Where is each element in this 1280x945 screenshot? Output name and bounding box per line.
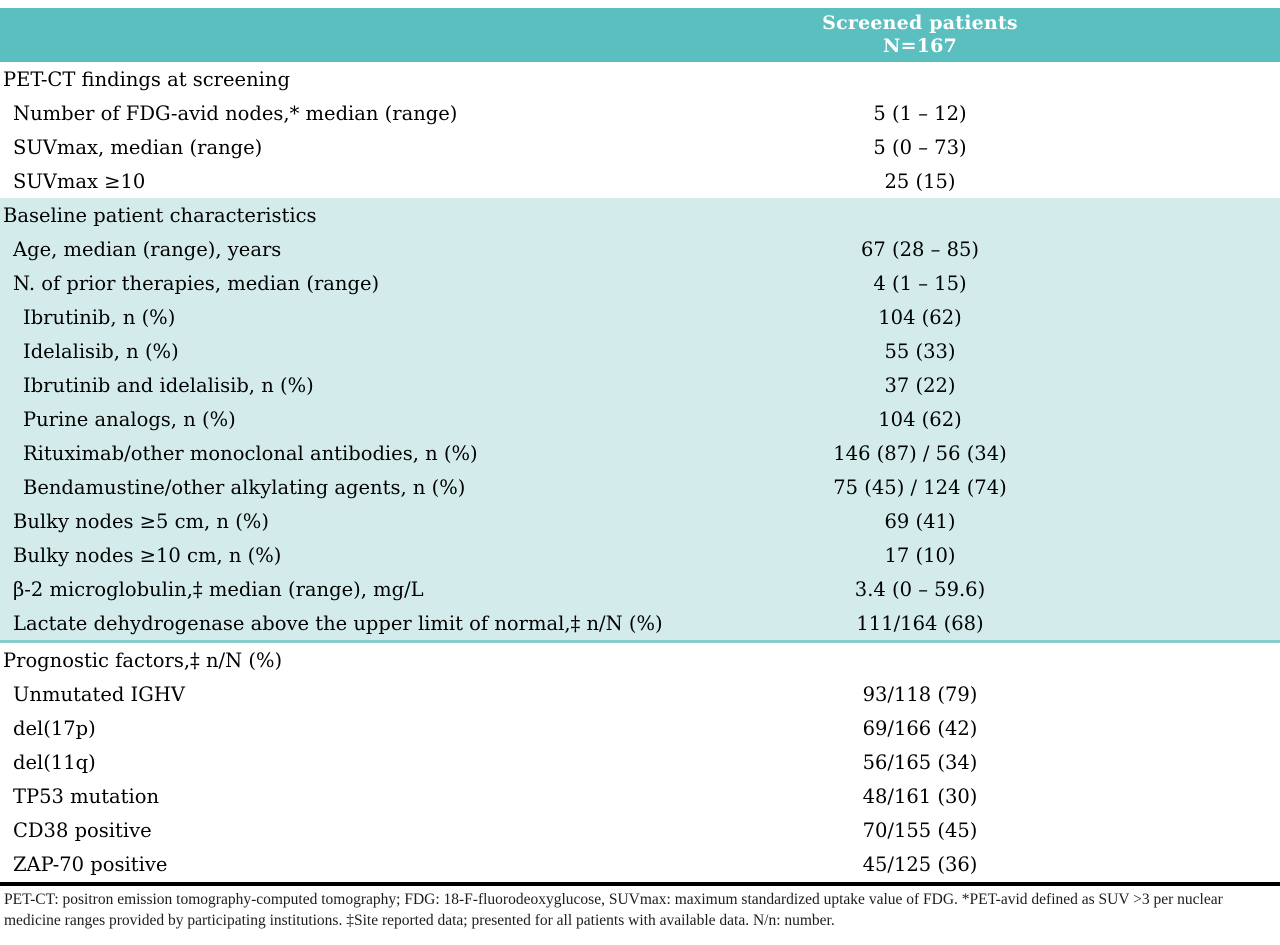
section-prognostic-factors: Prognostic factors,‡ n/N (%) Unmutated I…	[0, 643, 1280, 881]
row-value: 25 (15)	[884, 169, 956, 193]
row-value: 45/125 (36)	[862, 852, 978, 876]
section-title-row: PET-CT findings at screening	[0, 62, 1280, 96]
row-label: Number of FDG-avid nodes,* median (range…	[13, 101, 458, 125]
row-value: 75 (45) / 124 (74)	[833, 475, 1007, 499]
table-row: TP53 mutation 48/161 (30)	[0, 779, 1280, 813]
section-title: Prognostic factors,‡ n/N (%)	[3, 648, 283, 672]
row-label: Lactate dehydrogenase above the upper li…	[13, 611, 663, 635]
row-value: 69 (41)	[884, 509, 956, 533]
row-label: SUVmax, median (range)	[13, 135, 263, 159]
table-row: Purine analogs, n (%) 104 (62)	[0, 402, 1280, 436]
table-row: del(11q) 56/165 (34)	[0, 745, 1280, 779]
table-body: PET-CT findings at screening Number of F…	[0, 62, 1280, 881]
row-label: Bulky nodes ≥10 cm, n (%)	[13, 543, 282, 567]
table-row: Idelalisib, n (%) 55 (33)	[0, 334, 1280, 368]
table-row: del(17p) 69/166 (42)	[0, 711, 1280, 745]
table-row: ZAP-70 positive 45/125 (36)	[0, 847, 1280, 881]
row-value: 93/118 (79)	[862, 682, 978, 706]
row-value: 48/161 (30)	[862, 784, 978, 808]
table-row: Number of FDG-avid nodes,* median (range…	[0, 96, 1280, 130]
table-row: SUVmax ≥10 25 (15)	[0, 164, 1280, 198]
table-row: Bulky nodes ≥10 cm, n (%) 17 (10)	[0, 538, 1280, 572]
row-label: SUVmax ≥10	[13, 169, 146, 193]
row-label: del(11q)	[13, 750, 96, 774]
table-row: SUVmax, median (range) 5 (0 – 73)	[0, 130, 1280, 164]
table-row: Rituximab/other monoclonal antibodies, n…	[0, 436, 1280, 470]
table-row: Ibrutinib, n (%) 104 (62)	[0, 300, 1280, 334]
row-value: 146 (87) / 56 (34)	[833, 441, 1007, 465]
row-label: Idelalisib, n (%)	[23, 339, 179, 363]
row-label: CD38 positive	[13, 818, 152, 842]
row-value: 104 (62)	[878, 305, 962, 329]
table-row: Age, median (range), years 67 (28 – 85)	[0, 232, 1280, 266]
row-label: Bendamustine/other alkylating agents, n …	[23, 475, 466, 499]
row-label: TP53 mutation	[13, 784, 160, 808]
row-label: Purine analogs, n (%)	[23, 407, 236, 431]
row-label: Bulky nodes ≥5 cm, n (%)	[13, 509, 269, 533]
section-baseline-characteristics: Baseline patient characteristics Age, me…	[0, 198, 1280, 643]
row-label: Ibrutinib, n (%)	[23, 305, 176, 329]
table-row: Unmutated IGHV 93/118 (79)	[0, 677, 1280, 711]
section-petct-findings: PET-CT findings at screening Number of F…	[0, 62, 1280, 198]
table-header-band: Screened patients N=167	[0, 8, 1280, 62]
row-label: ZAP-70 positive	[13, 852, 168, 876]
table-row: Bulky nodes ≥5 cm, n (%) 69 (41)	[0, 504, 1280, 538]
row-value: 55 (33)	[884, 339, 956, 363]
column-header-line2: N=167	[883, 35, 957, 57]
row-label: N. of prior therapies, median (range)	[13, 271, 380, 295]
row-value: 111/164 (68)	[856, 611, 984, 635]
row-value: 70/155 (45)	[862, 818, 978, 842]
footnote-divider	[0, 882, 1280, 886]
row-label: Ibrutinib and idelalisib, n (%)	[23, 373, 314, 397]
row-value: 104 (62)	[878, 407, 962, 431]
row-label: del(17p)	[13, 716, 96, 740]
table-row: CD38 positive 70/155 (45)	[0, 813, 1280, 847]
row-value: 4 (1 – 15)	[873, 271, 967, 295]
row-value: 5 (0 – 73)	[873, 135, 967, 159]
row-value: 67 (28 – 85)	[861, 237, 979, 261]
row-label: Age, median (range), years	[13, 237, 282, 261]
row-value: 17 (10)	[884, 543, 956, 567]
row-label: Unmutated IGHV	[13, 682, 185, 706]
row-label: Rituximab/other monoclonal antibodies, n…	[23, 441, 478, 465]
clinical-table-figure: Screened patients N=167 PET-CT findings …	[0, 8, 1280, 931]
section-title-row: Baseline patient characteristics	[0, 198, 1280, 232]
table-row: Bendamustine/other alkylating agents, n …	[0, 470, 1280, 504]
footnote-text: PET-CT: positron emission tomography-com…	[4, 891, 1223, 929]
column-header-line1: Screened patients	[822, 12, 1018, 34]
table-row: Ibrutinib and idelalisib, n (%) 37 (22)	[0, 368, 1280, 402]
section-title-row: Prognostic factors,‡ n/N (%)	[0, 643, 1280, 677]
row-value: 3.4 (0 – 59.6)	[854, 577, 986, 601]
row-value: 5 (1 – 12)	[873, 101, 967, 125]
table-row: β-2 microglobulin,‡ median (range), mg/L…	[0, 572, 1280, 606]
section-title: PET-CT findings at screening	[3, 67, 290, 91]
row-value: 37 (22)	[884, 373, 956, 397]
table-row: Lactate dehydrogenase above the upper li…	[0, 606, 1280, 640]
row-label: β-2 microglobulin,‡ median (range), mg/L	[13, 577, 424, 601]
column-header-screened-patients: Screened patients N=167	[560, 8, 1280, 62]
row-value: 56/165 (34)	[862, 750, 978, 774]
section-title: Baseline patient characteristics	[3, 203, 317, 227]
table-row: N. of prior therapies, median (range) 4 …	[0, 266, 1280, 300]
row-value: 69/166 (42)	[862, 716, 978, 740]
